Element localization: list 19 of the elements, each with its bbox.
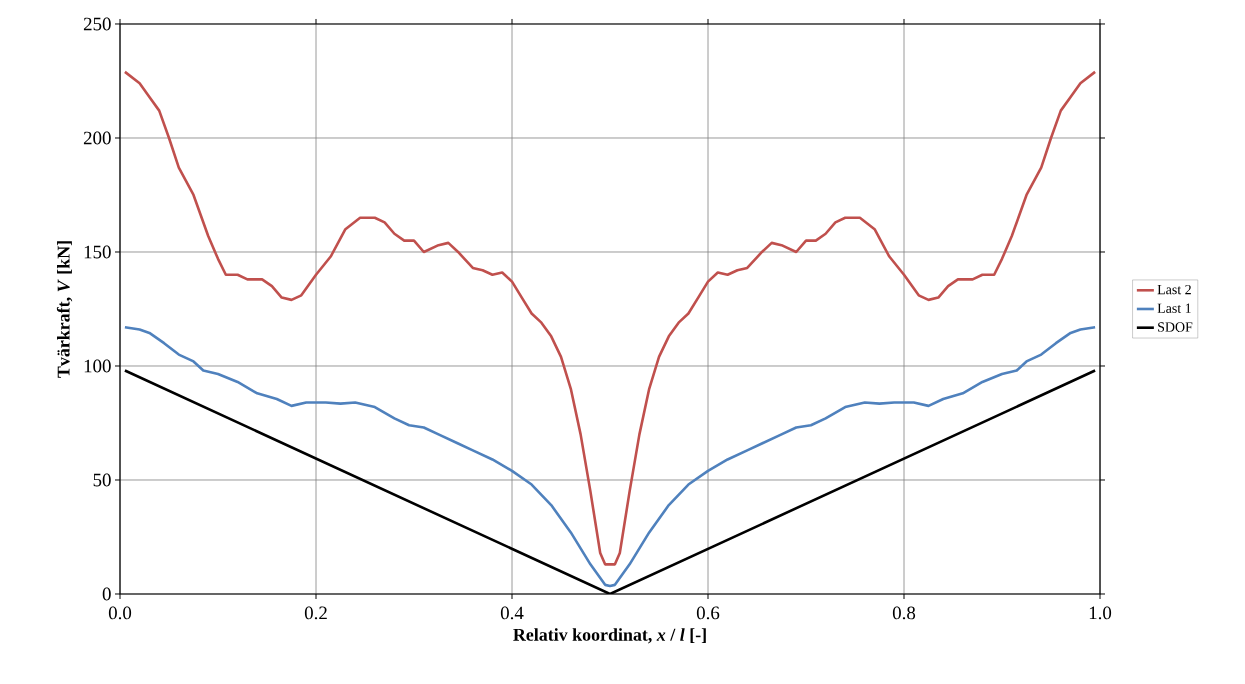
y-tick-label: 100 [84, 359, 111, 373]
x-tick-label: 0.6 [696, 606, 720, 620]
y-axis-title: Tvärkraft, V [kN] [56, 241, 73, 378]
legend-label: Last 1 [1157, 303, 1191, 313]
y-tick-label: 200 [83, 131, 111, 145]
y-tick-label: 250 [83, 17, 111, 31]
x-tick-label: 0.8 [892, 606, 916, 620]
y-tick-label: 150 [84, 245, 111, 259]
y-tick-label: 0 [102, 587, 111, 601]
legend-label: SDOF [1158, 322, 1193, 332]
x-axis-title: Relativ koordinat, x / l [-] [513, 628, 706, 644]
x-tick-label: 0.2 [304, 606, 327, 620]
line-series [123, 70, 1097, 566]
x-tick-label: 0.4 [500, 606, 524, 620]
x-tick-label: 1.0 [1089, 606, 1112, 620]
legend-label: Last 2 [1157, 284, 1191, 295]
x-tick-label: 0.0 [108, 606, 132, 620]
y-tick-label: 50 [93, 473, 111, 487]
line-series [123, 325, 1097, 588]
